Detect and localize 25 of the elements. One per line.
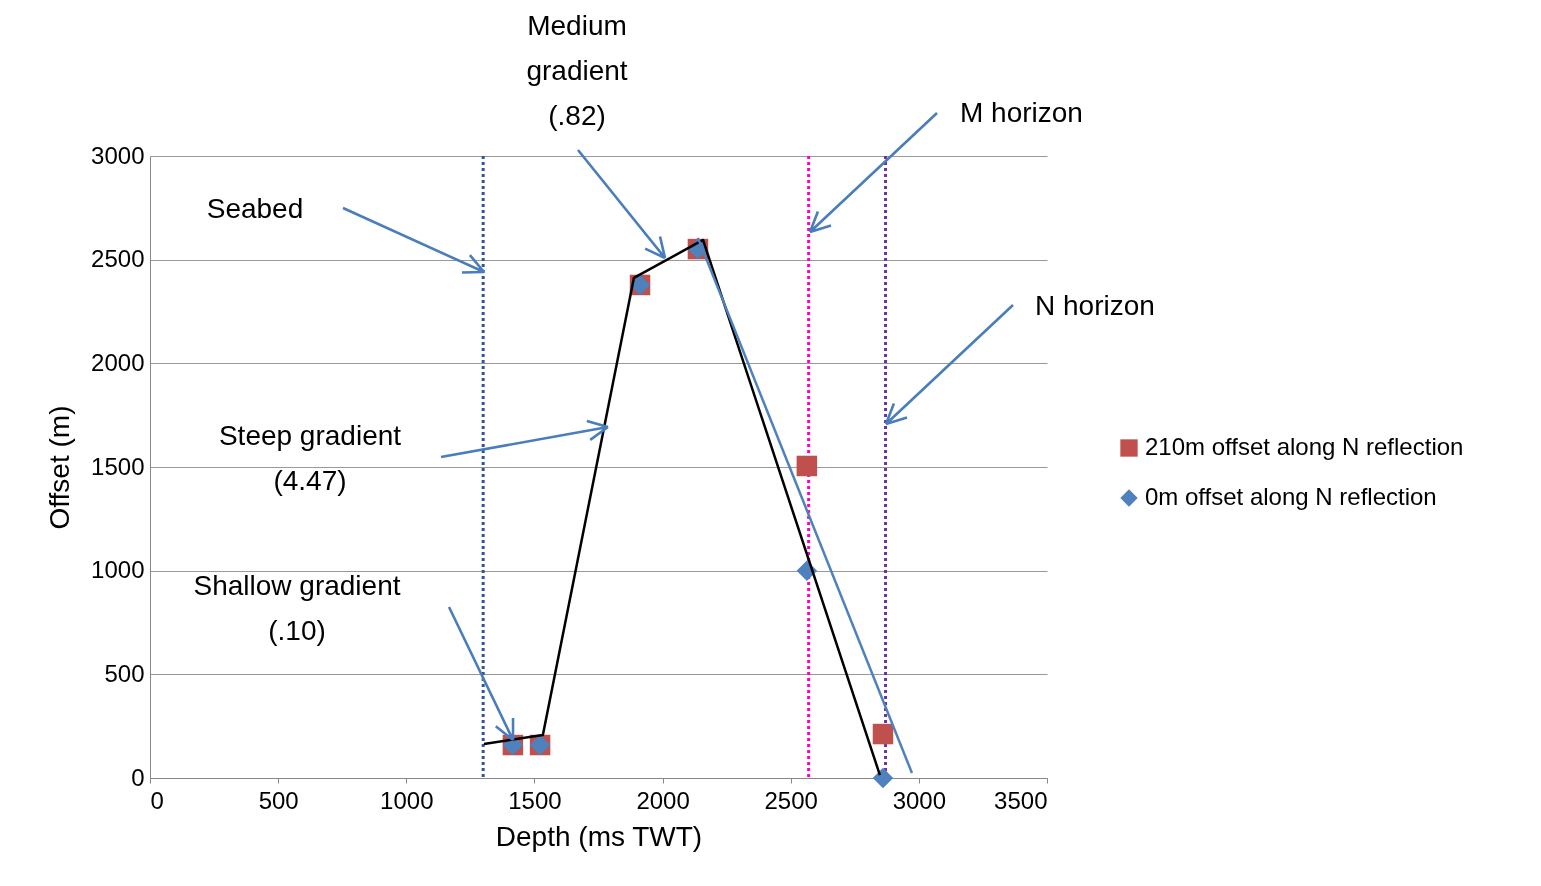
y-tick-label: 2000: [91, 348, 145, 376]
annotation: Steep gradient (4.47): [218, 420, 402, 496]
y-tick-label: 1000: [91, 556, 145, 584]
legend-label: 210m offset along N reflection: [1145, 433, 1464, 460]
x-tick-label: 500: [258, 786, 299, 814]
y-tick-label: 500: [104, 659, 145, 687]
x-tick-label: 1000: [380, 786, 434, 814]
text: M horizon: [960, 97, 1083, 128]
annotation: Seabed: [206, 193, 304, 224]
y-axis-title: Offset (m): [44, 405, 76, 530]
x-tick-label: 2000: [636, 786, 690, 814]
annotation: N horizon: [1035, 290, 1155, 321]
y-tick-label: 0: [131, 763, 145, 791]
x-tick-label: 3500: [994, 786, 1048, 814]
x-tick-label: 3000: [892, 786, 947, 814]
y-tick-label: 1500: [91, 452, 145, 480]
legend-label: 0m offset along N reflection: [1145, 483, 1437, 510]
annotation: Shallow gradient (.10): [193, 570, 401, 646]
text: Medium gradient (.82): [526, 10, 628, 131]
x-tick-label: 2500: [764, 786, 818, 814]
x-tick-label: 0: [150, 786, 164, 814]
y-tick-label: 2500: [91, 245, 145, 273]
x-tick-label: 1500: [508, 786, 562, 814]
x-axis-title: Depth (ms TWT): [495, 820, 703, 852]
y-tick-label: 3000: [91, 141, 145, 169]
